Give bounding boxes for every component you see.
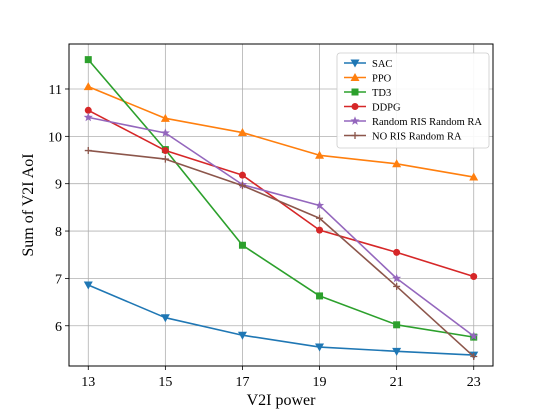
legend-entry: DDPG [344,102,401,113]
data-point [316,214,324,222]
data-point [83,82,93,91]
legend-frame [336,52,490,149]
data-point [237,128,247,137]
legend-entry: PPO [344,73,392,84]
data-point [392,347,402,356]
data-point [470,273,478,281]
y-axis-label: Sum of V2I AoI [20,153,37,256]
series-group [83,56,479,361]
legend-swatch-marker [351,103,359,110]
data-point [83,112,93,122]
data-point [470,353,478,361]
data-point [392,273,402,283]
data-point [160,314,170,323]
series-line [88,116,475,337]
legend: SAC PPO TD3 DDPG Random RIS Random RA NO RIS … [336,52,490,149]
legend-swatch-marker [351,132,359,139]
legend-label: DDPG [372,102,401,113]
y-tick-label: 9 [55,178,62,193]
data-point [316,292,324,300]
data-point [393,321,401,329]
legend-label: SAC [372,59,392,70]
x-tick-label: 19 [313,375,327,390]
legend-swatch-marker [351,88,359,96]
axes: 13 15 17 19 21 23 6 7 8 9 10 11 [48,83,481,390]
legend-swatch-marker [350,73,360,81]
legend-entry: Random RIS Random RA [344,116,482,128]
legend-label: Random RIS Random RA [372,117,482,128]
legend-label: TD3 [372,88,391,99]
legend-label: PPO [372,73,392,84]
legend-entry: NO RIS Random RA [344,131,462,142]
y-tick-label: 6 [55,320,62,335]
data-point [469,331,479,341]
plot-frame [68,43,494,367]
legend-entry: TD3 [344,88,391,99]
x-tick-label: 13 [81,375,95,390]
data-point [84,56,92,64]
legend-swatch-marker [350,59,360,68]
data-point [83,281,93,290]
x-tick-label: 15 [158,375,172,390]
data-point [316,226,324,234]
data-point [84,147,92,155]
data-point [160,113,170,122]
data-point [84,106,92,114]
series-line [88,149,475,358]
data-point [393,282,401,290]
x-tick-label: 21 [390,375,404,390]
data-point [315,343,325,352]
data-point [161,155,169,163]
series-line [87,284,474,356]
data-point [160,128,170,137]
series-ppo [83,82,479,181]
data-point [161,147,169,155]
data-point [237,331,247,340]
data-point [238,182,246,190]
x-tick-label: 23 [467,375,481,390]
data-point [315,150,325,159]
data-point [469,172,479,181]
legend-entry: SAC [344,59,392,70]
data-point [238,171,246,179]
legend-swatch-marker [350,116,360,125]
x-tick-label: 17 [235,375,249,390]
series-no-ris-random-ra [84,147,478,361]
data-point [314,200,325,210]
x-axis-label: V2I power [247,392,317,409]
data-point [238,241,246,249]
data-point [393,248,401,256]
y-tick-label: 8 [55,225,62,240]
y-tick-label: 7 [55,272,62,287]
legend-label: NO RIS Random RA [372,131,462,142]
y-tick-label: 11 [49,83,62,98]
series-line [87,85,474,178]
data-point [392,159,402,168]
y-tick-label: 10 [48,130,62,145]
series-line [87,59,474,338]
